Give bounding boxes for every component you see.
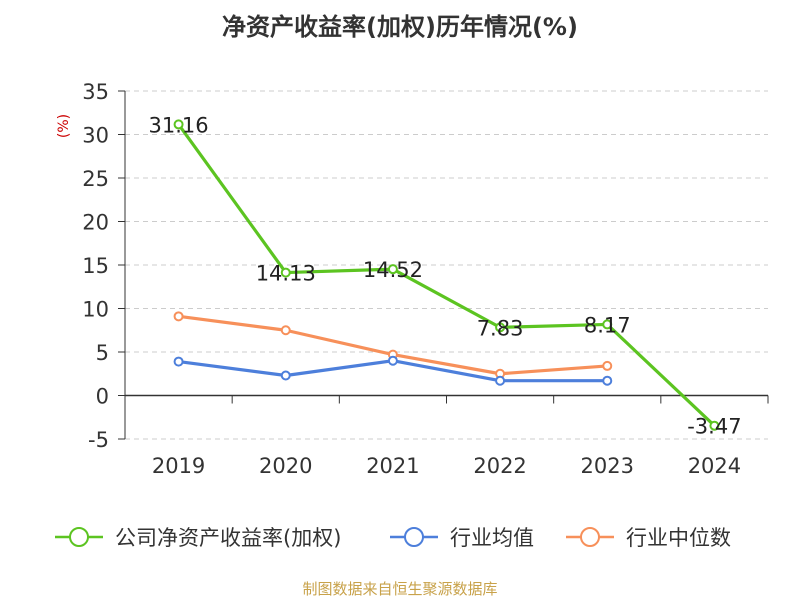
grid-lines	[125, 90, 768, 440]
data-point	[709, 420, 720, 431]
data-label: 14.52	[363, 258, 423, 282]
data-label: 8.17	[584, 313, 631, 337]
axes: -5 0 5 10 15 20 25 30 35 2019 2020 2021 2022 2023 2024	[82, 80, 769, 478]
legend-marker	[404, 527, 424, 547]
data-point	[173, 119, 184, 130]
y-tick-label: 20	[82, 211, 109, 235]
data-point	[495, 322, 506, 333]
x-tick-label: 2019	[152, 454, 205, 478]
data-point	[173, 311, 184, 322]
data-point	[387, 355, 398, 366]
y-tick-label: 0	[96, 385, 109, 409]
y-tick-label: 10	[82, 298, 109, 322]
data-point	[173, 356, 184, 367]
data-point	[387, 264, 398, 275]
data-point	[280, 370, 291, 381]
data-label: 14.13	[256, 262, 316, 286]
data-label: -3.47	[687, 415, 741, 439]
y-tick-label: 15	[82, 254, 109, 278]
data-labels: 31.16 14.13 14.52 7.83 8.17 -3.47	[149, 113, 742, 438]
y-tick-label: 35	[82, 80, 109, 104]
data-point	[602, 375, 613, 386]
legend-label: 行业中位数	[626, 526, 731, 550]
y-axis-label: (%)	[56, 114, 72, 138]
y-tick-label: 25	[82, 167, 109, 191]
data-label: 31.16	[149, 113, 209, 137]
x-tick-label: 2021	[366, 454, 419, 478]
y-tick-label: 30	[82, 124, 109, 148]
series-line	[177, 123, 716, 427]
x-tick-label: 2023	[581, 454, 634, 478]
legend-marker	[69, 527, 89, 547]
chart-title: 净资产收益率(加权)历年情况(%)	[222, 13, 578, 41]
legend-label: 公司净资产收益率(加权)	[115, 526, 341, 550]
data-label: 7.83	[477, 316, 524, 340]
data-point	[280, 325, 291, 336]
y-tick-label: 5	[96, 341, 109, 365]
source-note: 制图数据来自恒生聚源数据库	[302, 580, 497, 598]
legend: 公司净资产收益率(加权) 行业均值 行业中位数	[55, 526, 731, 550]
data-point	[280, 267, 291, 278]
series-layer	[173, 119, 720, 431]
x-tick-label: 2020	[259, 454, 312, 478]
y-tick-label: -5	[88, 428, 109, 452]
legend-label: 行业均值	[450, 526, 534, 550]
data-point	[602, 319, 613, 330]
data-point	[495, 375, 506, 386]
legend-marker	[580, 527, 600, 547]
data-point	[602, 360, 613, 371]
x-tick-label: 2024	[688, 454, 741, 478]
x-tick-label: 2022	[473, 454, 526, 478]
